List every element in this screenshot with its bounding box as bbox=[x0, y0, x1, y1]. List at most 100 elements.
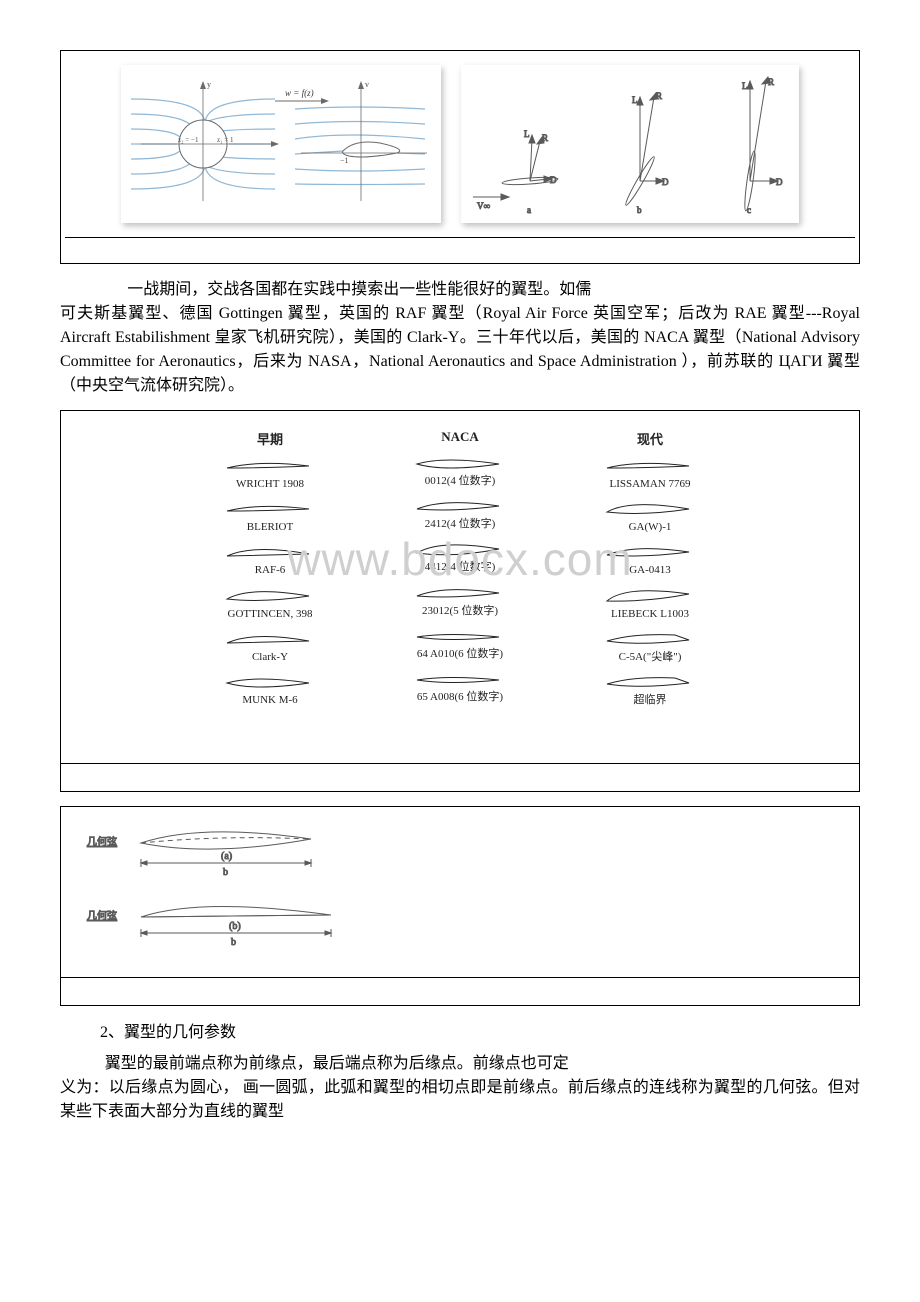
airfoil-item: C-5A("尖峰") bbox=[580, 631, 720, 664]
airfoil-item: 2412(4 位数字) bbox=[390, 498, 530, 531]
airfoil-item: 23012(5 位数字) bbox=[390, 585, 530, 618]
svg-text:b: b bbox=[637, 205, 642, 215]
airfoil-item-label: WRICHT 1908 bbox=[200, 478, 340, 491]
airfoil-shape-icon bbox=[603, 458, 697, 476]
svg-text:L: L bbox=[632, 95, 638, 105]
z2-label: z₂ = −1 bbox=[178, 136, 199, 144]
conformal-map-svg: y z₂ = −1 z₁ = 1 w = f(z) bbox=[125, 69, 437, 219]
airfoil-item: 超临界 bbox=[580, 674, 720, 707]
airfoil-shape-icon bbox=[223, 674, 317, 692]
airfoil-shape-icon bbox=[413, 455, 507, 473]
airfoil-shape-icon bbox=[413, 498, 507, 516]
figure-conformal-map: y z₂ = −1 z₁ = 1 w = f(z) bbox=[121, 65, 441, 223]
z1-label: z₁ = 1 bbox=[217, 136, 234, 144]
para1-first: 一战期间，交战各国都在实践中摸索出一些性能很好的翼型。如儒 bbox=[127, 281, 591, 298]
svg-text:b: b bbox=[223, 867, 228, 878]
airfoil-shape-icon bbox=[223, 544, 317, 562]
airfoil-item-label: Clark-Y bbox=[200, 651, 340, 664]
figure-frame-joukowski: y z₂ = −1 z₁ = 1 w = f(z) bbox=[60, 50, 860, 264]
airfoil-item-label: BLERIOT bbox=[200, 521, 340, 534]
svg-text:L: L bbox=[524, 129, 530, 139]
airfoil-item: WRICHT 1908 bbox=[200, 458, 340, 491]
airfoil-column-header: 早期 bbox=[200, 429, 340, 448]
airfoil-shape-icon bbox=[413, 628, 507, 646]
airfoil-shape-icon bbox=[413, 671, 507, 689]
airfoil-columns: 早期 WRICHT 1908 BLERIOT RAF-6 GOTTINCEN, 398 C… bbox=[101, 429, 819, 717]
airfoil-shape-icon bbox=[413, 585, 507, 603]
airfoil-item-label: 23012(5 位数字) bbox=[390, 605, 530, 618]
axis-label-y: y bbox=[207, 80, 211, 89]
airfoil-evolution-frame: www.bdocx.com 早期WRICHT 1908BLERIOTRAF-6G… bbox=[60, 410, 860, 792]
airfoil-column-header: NACA bbox=[390, 429, 530, 445]
svg-text:D: D bbox=[776, 177, 783, 187]
airfoil-item: Clark-Y bbox=[200, 631, 340, 664]
airfoil-item: LISSAMAN 7769 bbox=[580, 458, 720, 491]
airfoil-item-label: 64 A010(6 位数字) bbox=[390, 648, 530, 661]
airfoil-column: 早期 WRICHT 1908 BLERIOT RAF-6 GOTTINCEN, 398 C… bbox=[200, 429, 340, 717]
svg-text:b: b bbox=[231, 937, 236, 948]
airfoil-item-label: C-5A("尖峰") bbox=[580, 651, 720, 664]
airfoil-evolution-inner: www.bdocx.com 早期WRICHT 1908BLERIOTRAF-6G… bbox=[61, 411, 859, 763]
svg-text:V∞: V∞ bbox=[477, 201, 490, 211]
svg-text:(b): (b) bbox=[229, 921, 241, 932]
lift-drag-svg: V∞ L D R a L bbox=[465, 69, 795, 219]
airfoil-item-label: 4412(4 位数字) bbox=[390, 561, 530, 574]
airfoil-shape-icon bbox=[223, 588, 317, 606]
airfoil-item: 64 A010(6 位数字) bbox=[390, 628, 530, 661]
chord-label-a: 几何弦 bbox=[87, 835, 117, 848]
airfoil-shape-icon bbox=[223, 501, 317, 519]
airfoil-item: 0012(4 位数字) bbox=[390, 455, 530, 488]
frame-bottom-strip bbox=[65, 237, 855, 259]
airfoil-column-header: 现代 bbox=[580, 429, 720, 448]
chord-figure-frame: 几何弦 (a) b 几何弦 (b) b bbox=[60, 806, 860, 1006]
svg-text:D: D bbox=[662, 177, 669, 187]
airfoil-bottom-strip bbox=[61, 763, 859, 791]
airfoil-shape-icon bbox=[223, 458, 317, 476]
para2-rest: 义为：以后缘点为圆心， 画一圆弧，此弧和翼型的相切点即是前缘点。前后缘点的连线称… bbox=[60, 1079, 860, 1120]
figure-row: y z₂ = −1 z₁ = 1 w = f(z) bbox=[65, 55, 855, 233]
airfoil-item: RAF-6 bbox=[200, 544, 340, 577]
chord-label-b: 几何弦 bbox=[87, 909, 117, 922]
airfoil-shape-icon bbox=[603, 501, 697, 519]
chord-figure-svg: 几何弦 (a) b 几何弦 (b) b bbox=[81, 819, 401, 959]
svg-text:(a): (a) bbox=[221, 851, 232, 862]
airfoil-item: BLERIOT bbox=[200, 501, 340, 534]
para2-first: 翼型的最前端点称为前缘点，最后端点称为后缘点。前缘点也可定 bbox=[105, 1055, 569, 1072]
airfoil-item: LIEBECK L1003 bbox=[580, 588, 720, 621]
airfoil-item: GOTTINCEN, 398 bbox=[200, 588, 340, 621]
airfoil-item-label: MUNK M-6 bbox=[200, 694, 340, 707]
airfoil-shape-icon bbox=[603, 631, 697, 649]
airfoil-item-label: 2412(4 位数字) bbox=[390, 518, 530, 531]
axis-label-v: v bbox=[365, 80, 369, 89]
airfoil-item-label: 0012(4 位数字) bbox=[390, 475, 530, 488]
section2-title: 2、翼型的几何参数 bbox=[100, 1020, 860, 1046]
airfoil-shape-icon bbox=[223, 631, 317, 649]
airfoil-item: 4412(4 位数字) bbox=[390, 541, 530, 574]
chord-bottom-strip bbox=[61, 977, 859, 1005]
svg-text:c: c bbox=[747, 205, 751, 215]
airfoil-column: NACA 0012(4 位数字) 2412(4 位数字) 4412(4 位数字) 230… bbox=[390, 429, 530, 717]
paragraph-history: 一战期间，交战各国都在实践中摸索出一些性能很好的翼型。如儒 可夫斯基翼型、德国 … bbox=[60, 278, 860, 398]
airfoil-item-label: 65 A008(6 位数字) bbox=[390, 691, 530, 704]
airfoil-item-label: GA(W)-1 bbox=[580, 521, 720, 534]
airfoil-item-label: RAF-6 bbox=[200, 564, 340, 577]
svg-text:D: D bbox=[550, 175, 557, 185]
airfoil-column: 现代 LISSAMAN 7769 GA(W)-1 GA-0413 LIEBECK L10… bbox=[580, 429, 720, 717]
airfoil-item-label: GOTTINCEN, 398 bbox=[200, 608, 340, 621]
airfoil-shape-icon bbox=[603, 588, 697, 606]
airfoil-shape-icon bbox=[413, 541, 507, 559]
svg-text:a: a bbox=[527, 205, 531, 215]
airfoil-item: 65 A008(6 位数字) bbox=[390, 671, 530, 704]
airfoil-shape-icon bbox=[603, 544, 697, 562]
airfoil-item-label: GA-0413 bbox=[580, 564, 720, 577]
airfoil-item-label: LISSAMAN 7769 bbox=[580, 478, 720, 491]
airfoil-item: MUNK M-6 bbox=[200, 674, 340, 707]
figure-lift-drag: V∞ L D R a L bbox=[461, 65, 799, 223]
para1-rest: 可夫斯基翼型、德国 Gottingen 翼型，英国的 RAF 翼型（Royal … bbox=[60, 305, 860, 394]
airfoil-shape-icon bbox=[603, 674, 697, 692]
mapping-equation: w = f(z) bbox=[285, 88, 314, 98]
airfoil-item-label: LIEBECK L1003 bbox=[580, 608, 720, 621]
airfoil-item: GA(W)-1 bbox=[580, 501, 720, 534]
airfoil-item-label: 超临界 bbox=[580, 694, 720, 707]
airfoil-item: GA-0413 bbox=[580, 544, 720, 577]
